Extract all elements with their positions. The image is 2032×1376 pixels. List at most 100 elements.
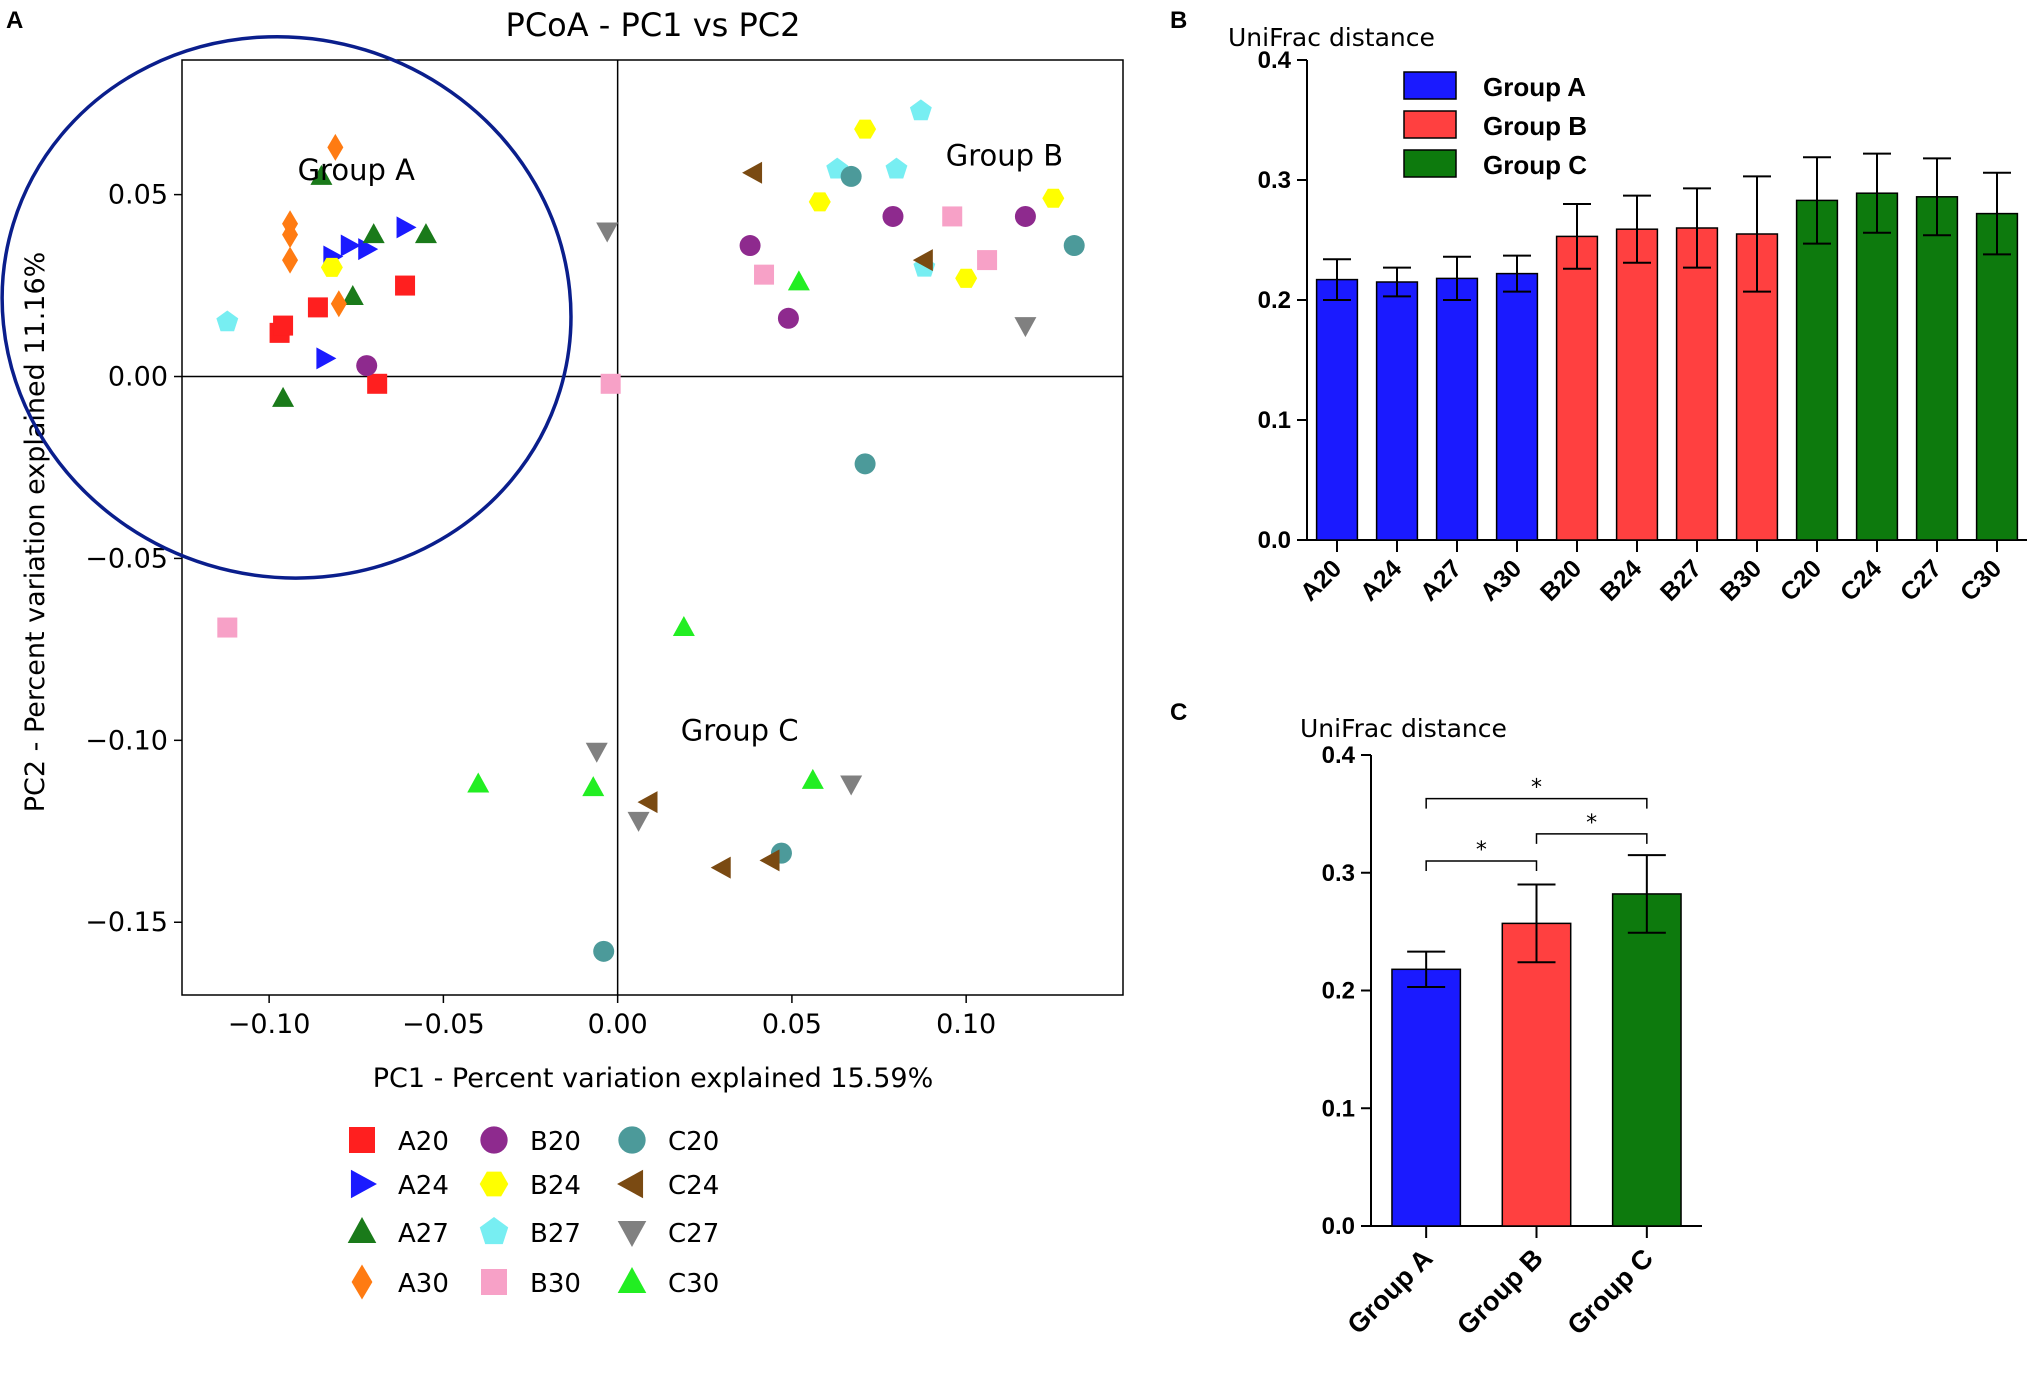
legend-marker-a20: [349, 1127, 375, 1153]
group-a-ellipse: [0, 34, 573, 580]
y-tick-label: 0.0: [1322, 1213, 1355, 1240]
c-bars: [1391, 854, 1682, 1227]
bar-a24: [1375, 281, 1419, 541]
point-b24: [955, 268, 978, 288]
point-a27: [310, 164, 333, 185]
bar-c24: [1855, 192, 1899, 541]
point-a27: [272, 386, 295, 407]
x-tick-label-group-a: Group A: [1342, 1243, 1439, 1340]
point-b24: [854, 119, 877, 139]
pcoa-ytick-label: −0.15: [85, 907, 168, 938]
y-tick-label: 0.3: [1258, 167, 1291, 194]
legend-swatch-group-b: [1403, 110, 1457, 139]
bar-group-b: [1501, 922, 1572, 1227]
point-c30: [467, 772, 490, 793]
y-tick-label: 0.4: [1258, 47, 1292, 74]
point-a30: [327, 133, 344, 161]
x-tick-label-c30: C30: [1955, 554, 2007, 606]
panel-label-c: C: [1170, 699, 1187, 726]
legend-label-group-a: Group A: [1483, 72, 1586, 102]
pcoa-xtick-label: −0.10: [228, 1009, 311, 1040]
pcoa-ytick-label: −0.10: [85, 725, 168, 756]
legend-label-b30: B30: [530, 1269, 581, 1299]
pcoa-ytick-label: 0.05: [108, 180, 168, 211]
bar-a30: [1495, 272, 1539, 541]
pcoa-ticks: −0.10 −0.05 0.00 0.05 0.10 0.05 0.00 −0.05 −0.10…: [85, 180, 996, 1040]
x-tick-label-a24: A24: [1355, 554, 1407, 606]
point-c30: [582, 776, 605, 797]
point-c30: [672, 616, 695, 637]
c-significance: * * *: [1425, 776, 1648, 871]
point-c30: [787, 270, 810, 291]
point-c27: [1014, 317, 1037, 338]
point-b24: [320, 257, 343, 277]
y-tick-label: 0.0: [1258, 527, 1291, 554]
b-bars: [1315, 152, 2019, 541]
bar-b24: [1615, 228, 1659, 541]
point-a30: [282, 221, 299, 249]
legend-swatch-group-a: [1403, 71, 1457, 100]
point-a24: [358, 238, 379, 261]
x-tick-label-b20: B20: [1535, 554, 1587, 606]
point-c27: [840, 775, 863, 796]
y-tick-label: 0.4: [1322, 742, 1356, 769]
bar-a27: [1435, 277, 1479, 541]
legend-label-b20: B20: [530, 1127, 581, 1157]
point-c20: [1063, 235, 1085, 257]
pcoa-xlabel: PC1 - Percent variation explained 15.59%: [373, 1063, 934, 1094]
legend-label-a20: A20: [398, 1127, 449, 1157]
pcoa-ellipse-group-a: [0, 34, 573, 580]
point-b20: [882, 205, 904, 227]
x-tick-label-c24: C24: [1835, 554, 1887, 606]
pcoa-xtick-label: 0.10: [936, 1009, 996, 1040]
pcoa-points: [216, 99, 1085, 962]
significance-star: *: [1476, 838, 1487, 863]
point-c20: [593, 940, 615, 962]
point-c30: [801, 768, 824, 789]
y-tick-label: 0.2: [1322, 978, 1355, 1005]
x-tick-label-a20: A20: [1295, 554, 1347, 606]
b-legend: Group A Group B Group C: [1403, 71, 1587, 180]
point-a27: [414, 223, 437, 244]
pcoa-legend: A20 B20 C20 A24 B24 C24 A27 B27 C27 A30 B30 C30: [347, 1126, 719, 1300]
legend-label-group-c: Group C: [1483, 150, 1587, 180]
x-tick-label-group-c: Group C: [1561, 1243, 1659, 1341]
point-a24: [340, 234, 361, 257]
legend-marker-a30: [351, 1264, 373, 1300]
panel-label-b: B: [1170, 7, 1187, 34]
point-c20: [840, 165, 862, 187]
y-tick-label: 0.3: [1322, 860, 1355, 887]
point-b30: [217, 617, 238, 638]
point-c24: [912, 249, 933, 272]
legend-marker-a24: [350, 1169, 377, 1199]
point-a27: [362, 223, 385, 244]
legend-label-b27: B27: [530, 1219, 581, 1249]
legend-label-b24: B24: [530, 1171, 581, 1201]
panel-label-a: A: [6, 7, 23, 34]
point-a20: [307, 297, 328, 318]
significance-bracket: [1535, 833, 1648, 844]
significance-bracket: [1425, 860, 1538, 871]
significance-star: *: [1586, 811, 1597, 836]
bar-b20: [1555, 235, 1599, 541]
b-ylabel: UniFrac distance: [1228, 23, 1435, 52]
group-label-group-b: Group B: [946, 139, 1063, 173]
point-a20: [273, 315, 294, 336]
pcoa-ytick-label: 0.00: [108, 362, 168, 393]
point-c20: [854, 453, 876, 475]
y-tick-label: 0.1: [1258, 407, 1291, 434]
legend-marker-b24: [479, 1171, 509, 1197]
legend-marker-b20: [480, 1126, 508, 1154]
bar-b27: [1675, 227, 1719, 541]
legend-label-a27: A27: [398, 1219, 449, 1249]
pcoa-frame: [181, 59, 1124, 996]
point-b27: [909, 99, 932, 121]
bar-group-c: [1611, 893, 1682, 1227]
legend-label-c24: C24: [668, 1171, 719, 1201]
bar-c27: [1915, 196, 1959, 541]
point-a24: [316, 347, 337, 370]
point-b20: [739, 235, 761, 257]
point-b30: [600, 373, 621, 394]
legend-marker-c27: [617, 1220, 647, 1247]
